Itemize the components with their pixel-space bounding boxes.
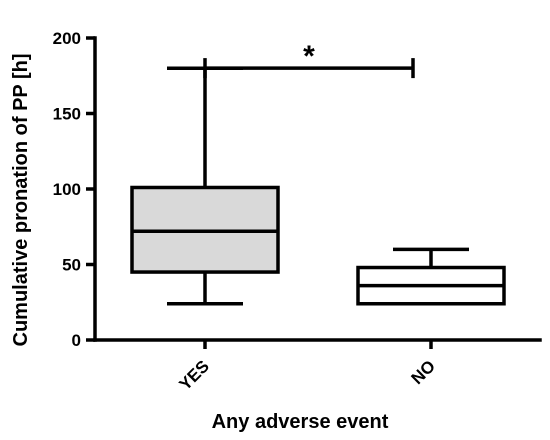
- y-axis-title: Cumulative pronation of PP [h]: [10, 54, 32, 347]
- y-tick-label: 200: [53, 29, 81, 48]
- box-yes: [130, 66, 280, 306]
- box-series: [130, 66, 506, 306]
- y-tick-label: 50: [62, 256, 81, 275]
- y-tick-label: 150: [53, 105, 81, 124]
- x-axis-title: Any adverse event: [212, 411, 389, 433]
- y-tick-label: 0: [72, 331, 81, 350]
- significance-annotation: *: [203, 40, 415, 79]
- x-tick-label-no: NO: [408, 357, 439, 388]
- box-no: [356, 247, 506, 306]
- y-tick-label: 100: [53, 180, 81, 199]
- x-tick-label-yes: YES: [176, 357, 213, 394]
- x-axis: YES NO: [93, 338, 542, 394]
- y-axis: 0 50 100 150 200: [53, 29, 97, 350]
- significance-label: *: [303, 40, 315, 73]
